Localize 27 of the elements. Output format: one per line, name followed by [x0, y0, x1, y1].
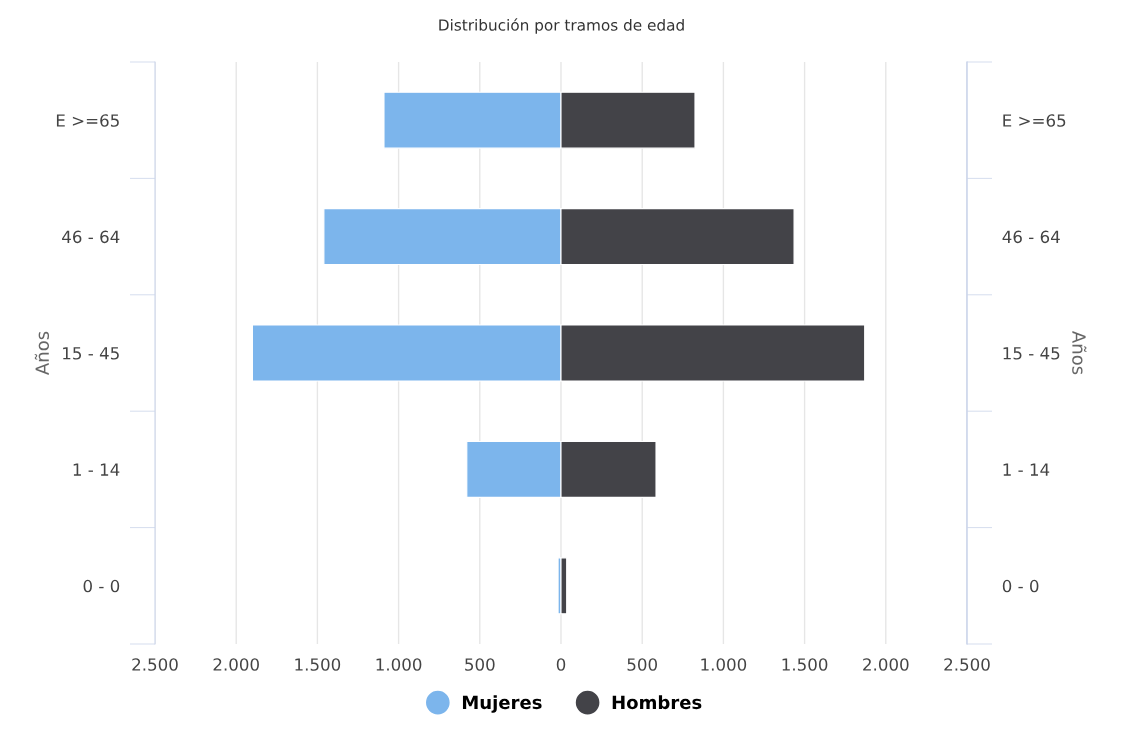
x-tick-label: 0 [556, 658, 566, 671]
category-label: 46 - 64 [62, 230, 120, 244]
y2-axis-title: Años [1072, 331, 1087, 375]
x-tick-label: 2.000 [213, 658, 259, 671]
y-tick-label: E >=65 [1003, 114, 1066, 127]
y-tick-label: 15 - 45 [1003, 347, 1060, 360]
legend-label: Hombres [612, 695, 702, 710]
x-tick-label: 2.000 [863, 658, 909, 671]
x-tick-label: 2.500 [944, 658, 990, 671]
x-tick-label: 2.500 [132, 658, 178, 671]
x-tick-label: 1.500 [782, 658, 828, 671]
y-tick-label: 46 - 64 [1002, 230, 1060, 244]
y-tick-label: 0 - 0 [1002, 579, 1039, 593]
x-tick-label: 1.000 [701, 658, 747, 671]
legend-label: Mujeres [462, 695, 542, 713]
x-tick-label: 500 [465, 658, 495, 671]
bar [560, 557, 568, 615]
category-label: 15 - 45 [63, 347, 119, 360]
x-tick-label: 500 [627, 658, 657, 671]
category-label: 1 - 14 [73, 463, 120, 476]
chart-title: Distribución por tramos de edad [439, 18, 684, 34]
y-axis-title: Años [34, 331, 50, 375]
category-label: 0 - 0 [83, 579, 120, 593]
y-tick-label: 1 - 14 [1003, 463, 1050, 476]
x-tick-label: 1.000 [376, 658, 422, 671]
x-tick-label: 1.500 [295, 658, 341, 671]
category-label: E >=65 [56, 114, 119, 127]
